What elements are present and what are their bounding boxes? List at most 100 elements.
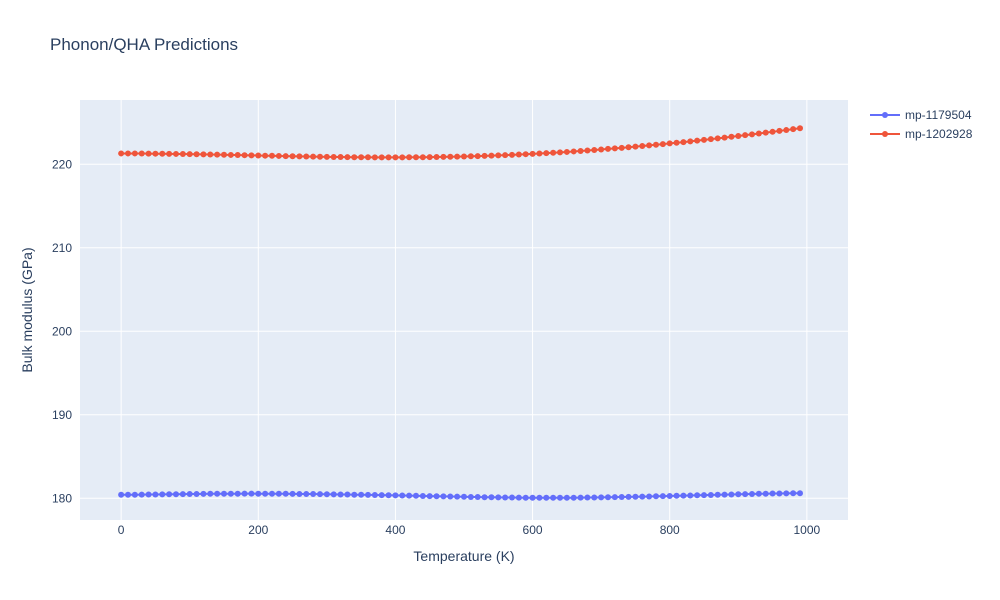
data-point xyxy=(563,494,570,501)
data-point xyxy=(262,152,269,159)
data-point xyxy=(454,493,461,500)
data-point xyxy=(186,151,193,158)
data-point xyxy=(735,132,742,139)
data-point xyxy=(392,154,399,161)
data-point xyxy=(179,491,186,498)
series-mp-1202928 xyxy=(118,125,803,161)
plot-area xyxy=(80,100,848,520)
data-point xyxy=(755,490,762,497)
data-point xyxy=(550,149,557,156)
data-point xyxy=(186,491,193,498)
data-point xyxy=(419,492,426,499)
data-point xyxy=(481,494,488,501)
data-point xyxy=(433,154,440,161)
data-point xyxy=(207,490,214,497)
data-point xyxy=(152,150,159,157)
data-point xyxy=(509,494,515,501)
data-point xyxy=(563,148,570,155)
data-point xyxy=(365,491,371,498)
y-tick-label: 220 xyxy=(52,157,72,171)
data-point xyxy=(680,139,687,146)
data-point xyxy=(536,150,543,157)
data-point xyxy=(728,491,735,498)
data-point xyxy=(721,491,728,498)
data-point xyxy=(728,133,735,140)
data-point xyxy=(152,491,159,498)
data-point xyxy=(522,494,529,501)
data-point xyxy=(591,494,598,501)
x-tick-label: 400 xyxy=(385,523,405,537)
data-point xyxy=(755,130,762,137)
data-point xyxy=(173,491,179,498)
data-point xyxy=(461,153,467,160)
series-layer xyxy=(118,125,803,501)
data-point xyxy=(488,152,495,159)
data-point xyxy=(495,152,502,159)
data-point xyxy=(543,150,550,157)
data-point xyxy=(605,145,611,152)
data-point xyxy=(467,153,474,160)
data-point xyxy=(467,493,474,500)
data-point xyxy=(426,154,433,161)
data-point xyxy=(255,490,262,497)
data-point xyxy=(742,491,749,498)
data-point xyxy=(762,129,769,136)
grid-lines xyxy=(80,100,848,520)
data-point xyxy=(234,152,241,159)
data-point xyxy=(481,152,488,159)
data-point xyxy=(351,491,358,498)
legend[interactable]: mp-1179504 mp-1202928 xyxy=(870,108,973,141)
data-point xyxy=(598,146,605,153)
data-point xyxy=(337,491,344,498)
data-point xyxy=(296,490,303,497)
legend-item-mp-1179504[interactable]: mp-1179504 xyxy=(870,108,972,122)
data-point xyxy=(426,493,433,500)
data-point xyxy=(440,493,447,500)
data-point xyxy=(447,493,454,500)
data-point xyxy=(557,149,563,156)
data-point xyxy=(207,151,214,158)
data-point xyxy=(173,150,179,157)
data-point xyxy=(701,136,707,143)
data-point xyxy=(646,493,653,500)
x-tick-label: 1000 xyxy=(794,523,821,537)
data-point xyxy=(323,153,330,160)
data-point xyxy=(303,153,310,160)
data-point xyxy=(749,131,755,138)
data-point xyxy=(694,492,701,499)
data-point xyxy=(474,494,481,501)
data-point xyxy=(419,154,426,161)
data-point xyxy=(454,153,461,160)
series-line xyxy=(121,492,801,499)
data-point xyxy=(557,494,563,501)
data-point xyxy=(385,154,392,161)
data-point xyxy=(701,492,707,499)
legend-item-mp-1202928[interactable]: mp-1202928 xyxy=(870,127,973,141)
data-point xyxy=(323,491,330,498)
data-point xyxy=(241,490,248,497)
data-point xyxy=(783,490,790,497)
data-point xyxy=(241,152,248,159)
data-point xyxy=(577,494,584,501)
data-point xyxy=(330,153,337,160)
legend-label: mp-1179504 xyxy=(905,108,972,122)
data-point xyxy=(406,154,413,161)
y-axis-ticks: 180 190 200 210 220 xyxy=(52,157,72,505)
x-tick-label: 200 xyxy=(248,523,268,537)
data-point xyxy=(275,490,282,497)
data-point xyxy=(282,490,289,497)
data-point xyxy=(138,491,145,498)
legend-label: mp-1202928 xyxy=(905,127,973,141)
data-point xyxy=(515,151,522,158)
data-point xyxy=(714,135,721,142)
data-point xyxy=(214,490,221,497)
data-point xyxy=(515,494,522,501)
data-point xyxy=(392,492,399,499)
data-point xyxy=(413,492,419,499)
data-point xyxy=(200,151,207,158)
data-point xyxy=(797,490,803,497)
data-point xyxy=(330,491,337,498)
data-point xyxy=(351,154,358,161)
series-mp-1179504 xyxy=(118,490,803,501)
